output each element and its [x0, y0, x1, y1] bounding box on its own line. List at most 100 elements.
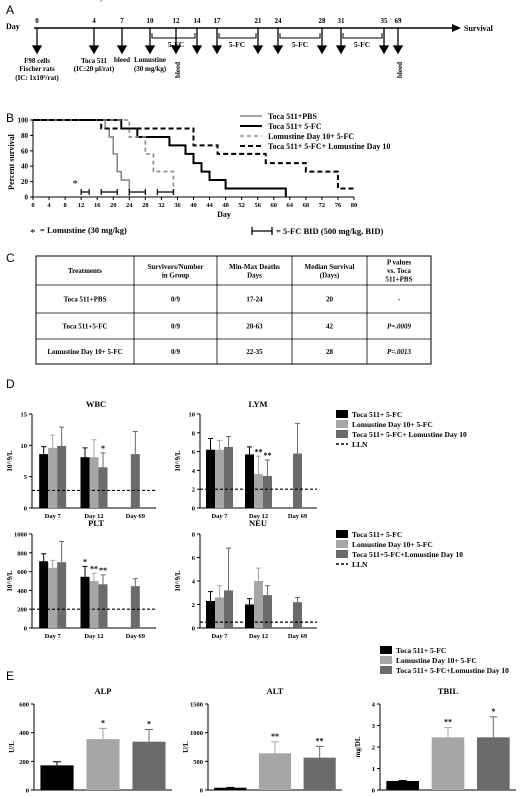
- panel-letter-a: A: [6, 3, 14, 17]
- legend-swatch: [336, 540, 348, 548]
- bar: [48, 568, 57, 628]
- chart-ylabel: mg/DL: [354, 736, 362, 757]
- significance-star: **: [444, 718, 452, 727]
- y-tick-label: 3: [372, 723, 376, 730]
- bar: [57, 446, 66, 508]
- event-cells-line1: F98 cells: [24, 57, 50, 65]
- significance-star: *: [101, 444, 105, 453]
- table-cell-pvalue: P=.0013: [387, 348, 412, 356]
- bar: [90, 457, 99, 508]
- x-tick-label: 16: [94, 202, 101, 209]
- y-tick-label: 6: [192, 555, 196, 562]
- table-cell-median: 42: [326, 323, 334, 331]
- bar: [206, 450, 215, 508]
- chart-ylabel: 10^9/L: [6, 450, 14, 472]
- y-tick-label: 1000: [14, 532, 27, 539]
- table-cell-pvalue: -: [398, 296, 401, 304]
- x-tick-label: 60: [271, 202, 278, 209]
- legend-label: LLN: [352, 560, 368, 569]
- table-cell-survivors: 0/9: [171, 323, 180, 331]
- x-tick-label: 0: [31, 202, 34, 209]
- error-bar: [295, 597, 300, 602]
- table-cell-treatment: Toca 511+PBS: [64, 296, 107, 304]
- y-tick-label: 40: [21, 163, 29, 171]
- x-tick-label: 12: [78, 202, 85, 209]
- error-bar: [83, 566, 88, 576]
- error-bar: [101, 453, 106, 467]
- chart-title: ALP: [95, 686, 112, 696]
- x-tick-label: 40: [190, 202, 197, 209]
- table-cell-median: 28: [326, 348, 334, 356]
- y-tick-label: 200: [17, 607, 27, 614]
- y-tick-label: 2: [192, 487, 195, 494]
- chart-ylabel: 10^9/L: [6, 570, 14, 592]
- chart-title: WBC: [86, 399, 106, 409]
- event-cells-line3: (IC: 1x10⁵/rat): [15, 74, 59, 82]
- legend-label: Toca 511+ 5-FC: [268, 122, 322, 131]
- x-tick-label: 72: [319, 202, 326, 209]
- significance-star: **: [255, 447, 263, 456]
- bar: [90, 581, 99, 628]
- table-cell-survivors: 0/9: [171, 348, 180, 356]
- legend-label: Toca 511+5-FC+Lomustine Day 10: [352, 550, 463, 559]
- fc-period-label: 5-FC: [229, 40, 245, 49]
- y-tick-label: 800: [17, 550, 27, 557]
- y-tick-label: 600: [17, 569, 27, 576]
- legend-swatch: [336, 410, 348, 418]
- y-tick-label: 400: [19, 730, 29, 737]
- y-tick-label: 0: [200, 788, 203, 794]
- table-cell-treatment: Toca 511+5-FC: [62, 323, 107, 331]
- error-bar: [101, 575, 106, 584]
- x-tick-label: 28: [142, 202, 149, 209]
- significance-star: *: [101, 718, 105, 727]
- x-tick-label: Day 12: [249, 633, 268, 640]
- legend-label: Toca 511+ 5-FC: [352, 530, 402, 539]
- legend-swatch: [336, 530, 348, 538]
- table-cell-survivors: 1/9: [171, 0, 180, 2]
- survival-curve-1: [33, 120, 286, 197]
- y-tick-label: 15: [21, 412, 28, 419]
- survival-xlabel: Day: [217, 210, 231, 219]
- error-bar: [295, 423, 300, 453]
- y-tick-label: 500: [193, 759, 203, 766]
- day-tick-label: 10: [147, 17, 155, 25]
- table-cell-treatment: Lomustine Day 10: [58, 0, 113, 2]
- y-tick-label: 400: [17, 588, 27, 595]
- event-lomustine-line2: (30 mg/kg): [134, 65, 167, 73]
- x-tick-label: 8: [63, 202, 67, 209]
- day-tick-label: 21: [255, 17, 263, 25]
- bar: [214, 788, 246, 790]
- error-bar: [133, 432, 138, 455]
- bar: [81, 457, 90, 508]
- y-tick-label: 8: [192, 532, 196, 539]
- significance-star: *: [147, 720, 151, 729]
- legend-swatch: [380, 656, 392, 664]
- bar: [304, 758, 336, 790]
- error-bar: [83, 448, 88, 457]
- bar: [254, 474, 263, 508]
- x-tick-label: 24: [126, 202, 133, 209]
- chart-ylabel: 10^9/L: [174, 450, 182, 472]
- day-tick-label: 7: [120, 17, 124, 25]
- error-bar: [265, 586, 270, 595]
- 5fc-bracket-marker: [101, 189, 117, 195]
- bar: [254, 581, 263, 628]
- significance-star: **: [264, 451, 272, 460]
- y-tick-label: 4: [192, 579, 196, 586]
- event-arrows: [33, 28, 402, 53]
- bar: [99, 467, 108, 508]
- y-tick-label: 10: [21, 443, 28, 450]
- significance-star: **: [99, 566, 107, 575]
- chart-title: NEU: [249, 518, 267, 528]
- x-tick-label: 32: [158, 202, 165, 209]
- error-bar: [133, 579, 138, 587]
- significance-star: **: [90, 564, 98, 573]
- legend-swatch: [380, 666, 392, 674]
- y-tick-label: 80: [21, 132, 29, 140]
- legend-label: Lomustine Day 10+ 5-FC: [352, 540, 433, 549]
- x-tick-label: Day 69: [126, 513, 146, 520]
- y-tick-label: 0: [24, 626, 27, 633]
- bar: [215, 450, 224, 508]
